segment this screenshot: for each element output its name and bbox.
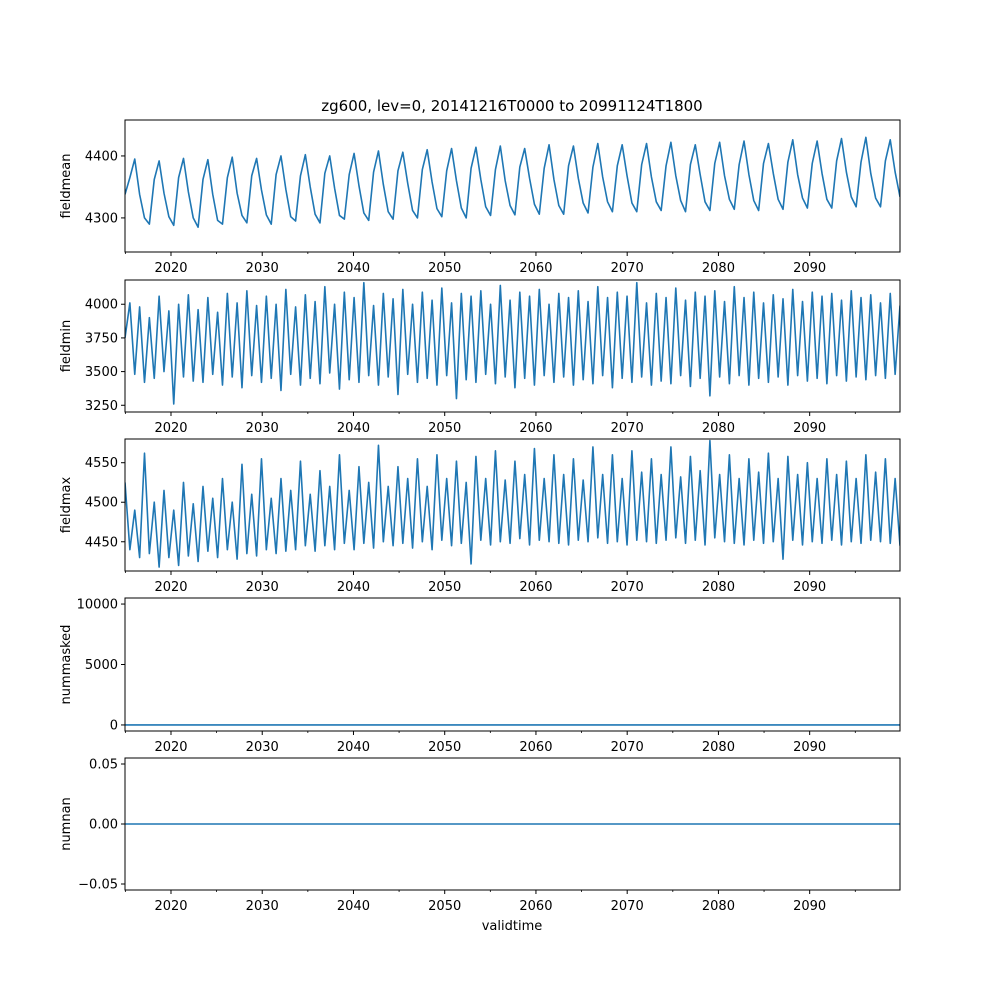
axes-frame-fieldmean xyxy=(124,119,901,253)
y-tick-label: 4500 xyxy=(85,496,118,511)
subplot-numnan: 2020 2030 2040 2050 2060 2070 2080 2090 −0.05 0.0… xyxy=(59,757,901,914)
y-tick-label: 4000 xyxy=(85,298,118,313)
x-tick-label: 2020 xyxy=(154,421,187,436)
x-tick-label: 2070 xyxy=(611,580,644,595)
x-tick-label: 2050 xyxy=(428,740,461,755)
y-tick-label: 0 xyxy=(110,718,118,733)
x-tick-label: 2040 xyxy=(337,261,370,276)
x-tick-label: 2030 xyxy=(246,580,279,595)
x-tick-label: 2030 xyxy=(246,740,279,755)
x-tick-label: 2060 xyxy=(519,740,552,755)
y-tick-label: 3500 xyxy=(85,365,118,380)
x-tick-label: 2030 xyxy=(246,899,279,914)
subplot-fieldmin: 2020 2030 2040 2050 2060 2070 2080 2090 3250 3500… xyxy=(59,279,901,436)
x-tick-label: 2040 xyxy=(337,421,370,436)
series-line-fieldmean xyxy=(125,136,900,229)
x-tick-label: 2070 xyxy=(611,740,644,755)
y-tick-label: 4550 xyxy=(85,456,118,471)
x-tick-label: 2020 xyxy=(154,261,187,276)
x-tick-label: 2050 xyxy=(428,899,461,914)
x-tick-label: 2090 xyxy=(793,261,826,276)
y-tick-label: 4450 xyxy=(85,535,118,550)
x-tick-label: 2090 xyxy=(793,740,826,755)
y-tick-label: 10000 xyxy=(77,598,118,613)
x-tick-label: 2080 xyxy=(702,580,735,595)
x-tick-label: 2070 xyxy=(611,421,644,436)
x-tick-label: 2090 xyxy=(793,421,826,436)
x-tick-label: 2020 xyxy=(154,580,187,595)
x-tick-label: 2090 xyxy=(793,899,826,914)
y-tick-label: 4400 xyxy=(85,149,118,164)
x-tick-label: 2080 xyxy=(702,899,735,914)
x-tick-label: 2030 xyxy=(246,261,279,276)
y-axis-label-numnan: numnan xyxy=(59,797,74,851)
subplot-nummasked: 2020 2030 2040 2050 2060 2070 2080 2090 0 5000 100… xyxy=(59,597,901,755)
x-tick-label: 2020 xyxy=(154,899,187,914)
x-tick-label: 2060 xyxy=(519,261,552,276)
x-tick-label: 2080 xyxy=(702,261,735,276)
x-tick-label: 2030 xyxy=(246,421,279,436)
y-tick-label: 3250 xyxy=(85,399,118,414)
x-tick-label: 2020 xyxy=(154,740,187,755)
figure-title: zg600, lev=0, 20141216T0000 to 20991124T… xyxy=(321,97,702,115)
axes-frame-fieldmin xyxy=(124,279,901,413)
x-tick-label: 2060 xyxy=(519,580,552,595)
y-axis-label-fieldmean: fieldmean xyxy=(59,154,74,219)
y-tick-label: 0.05 xyxy=(89,758,118,773)
x-tick-label: 2070 xyxy=(611,261,644,276)
x-tick-label: 2080 xyxy=(702,421,735,436)
x-tick-label: 2050 xyxy=(428,580,461,595)
x-tick-label: 2060 xyxy=(519,421,552,436)
subplots: 2020 2030 2040 2050 2060 2070 2080 2090 4300 4400… xyxy=(59,119,901,914)
subplot-fieldmean: 2020 2030 2040 2050 2060 2070 2080 2090 4300 4400… xyxy=(59,119,901,276)
subplot-fieldmax: 2020 2030 2040 2050 2060 2070 2080 2090 4450 4500… xyxy=(59,438,901,595)
y-tick-label: 0.00 xyxy=(89,818,118,833)
y-tick-label: 4300 xyxy=(85,211,118,226)
x-tick-label: 2040 xyxy=(337,899,370,914)
series-line-fieldmin xyxy=(125,281,900,405)
y-axis-label-fieldmin: fieldmin xyxy=(59,320,74,373)
x-tick-label: 2050 xyxy=(428,421,461,436)
x-tick-label: 2080 xyxy=(702,740,735,755)
x-tick-label: 2070 xyxy=(611,899,644,914)
x-tick-label: 2040 xyxy=(337,740,370,755)
axes-frame-fieldmax xyxy=(124,438,901,572)
y-tick-label: 5000 xyxy=(85,658,118,673)
x-tick-label: 2050 xyxy=(428,261,461,276)
x-axis-label: validtime xyxy=(482,919,543,934)
y-tick-label: 3750 xyxy=(85,331,118,346)
x-tick-label: 2090 xyxy=(793,580,826,595)
series-line-fieldmax xyxy=(125,439,900,568)
x-tick-label: 2040 xyxy=(337,580,370,595)
x-tick-label: 2060 xyxy=(519,899,552,914)
y-tick-label: −0.05 xyxy=(78,878,118,893)
y-axis-label-fieldmax: fieldmax xyxy=(59,477,74,534)
y-axis-label-nummasked: nummasked xyxy=(59,625,74,705)
